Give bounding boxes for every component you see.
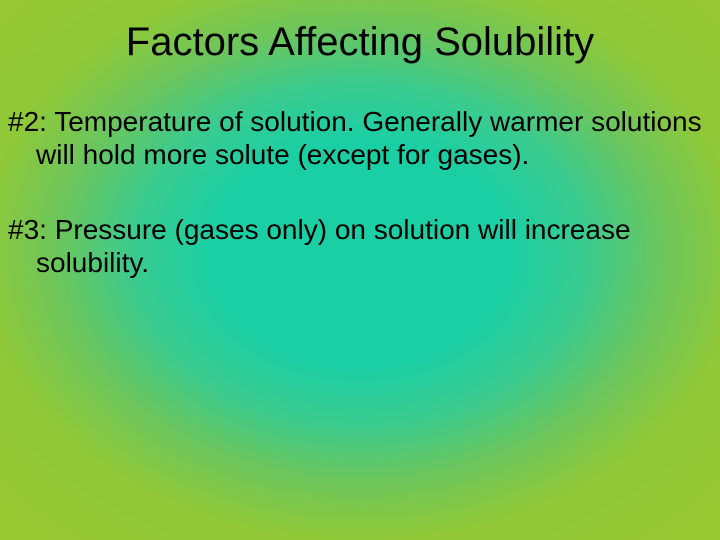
- factor-3-content: #3: Pressure (gases only) on solution wi…: [8, 213, 712, 279]
- slide-title: Factors Affecting Solubility: [8, 18, 712, 65]
- slide: Factors Affecting Solubility #2: Tempera…: [0, 0, 720, 540]
- factor-2-text: #2: Temperature of solution. Generally w…: [8, 105, 712, 171]
- factor-2-content: #2: Temperature of solution. Generally w…: [8, 105, 712, 171]
- factor-3-text: #3: Pressure (gases only) on solution wi…: [8, 213, 712, 279]
